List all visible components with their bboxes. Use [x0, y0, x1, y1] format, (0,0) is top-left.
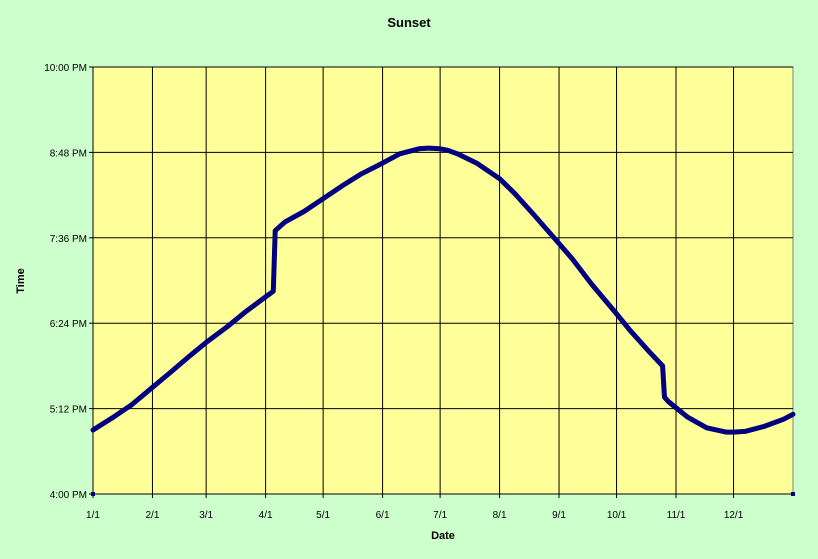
- end-markers: [91, 492, 795, 496]
- sunset-series-line: [90, 145, 796, 435]
- x-axis-tick-labels: 1/1 2/1 3/1 4/1 5/1 6/1 7/1 8/1 9/1 10/1 11/1 12/1: [86, 510, 744, 521]
- x-tick-label: 8/1: [493, 510, 507, 521]
- x-tick-label: 10/1: [607, 510, 627, 521]
- y-axis-tick-labels: 4:00 PM 5:12 PM 6:24 PM 7:36 PM 8:48 PM 10:00…: [44, 63, 87, 501]
- x-tick-label: 9/1: [552, 510, 566, 521]
- axis-end-marker: [791, 492, 795, 496]
- x-axis-title: Date: [431, 530, 455, 542]
- x-tick-label: 3/1: [199, 510, 213, 521]
- y-axis-title: Time: [15, 268, 27, 293]
- axis-origin-marker: [91, 492, 95, 496]
- x-tick-label: 5/1: [316, 510, 330, 521]
- y-tick-label: 5:12 PM: [50, 405, 87, 416]
- y-tick-label: 8:48 PM: [50, 148, 87, 159]
- x-tick-label: 11/1: [667, 510, 686, 521]
- gridlines: [89, 66, 793, 498]
- y-tick-label: 10:00 PM: [44, 63, 87, 74]
- x-tick-label: 4/1: [259, 510, 273, 521]
- x-tick-label: 7/1: [433, 510, 447, 521]
- x-tick-label: 1/1: [86, 510, 100, 521]
- y-tick-label: 6:24 PM: [50, 319, 87, 330]
- plot-area: [92, 66, 794, 495]
- chart-title: Sunset: [387, 15, 431, 30]
- y-tick-label: 7:36 PM: [50, 234, 87, 245]
- x-tick-label: 12/1: [724, 510, 744, 521]
- y-tick-label: 4:00 PM: [50, 490, 87, 501]
- x-tick-label: 2/1: [145, 510, 159, 521]
- x-tick-label: 6/1: [376, 510, 390, 521]
